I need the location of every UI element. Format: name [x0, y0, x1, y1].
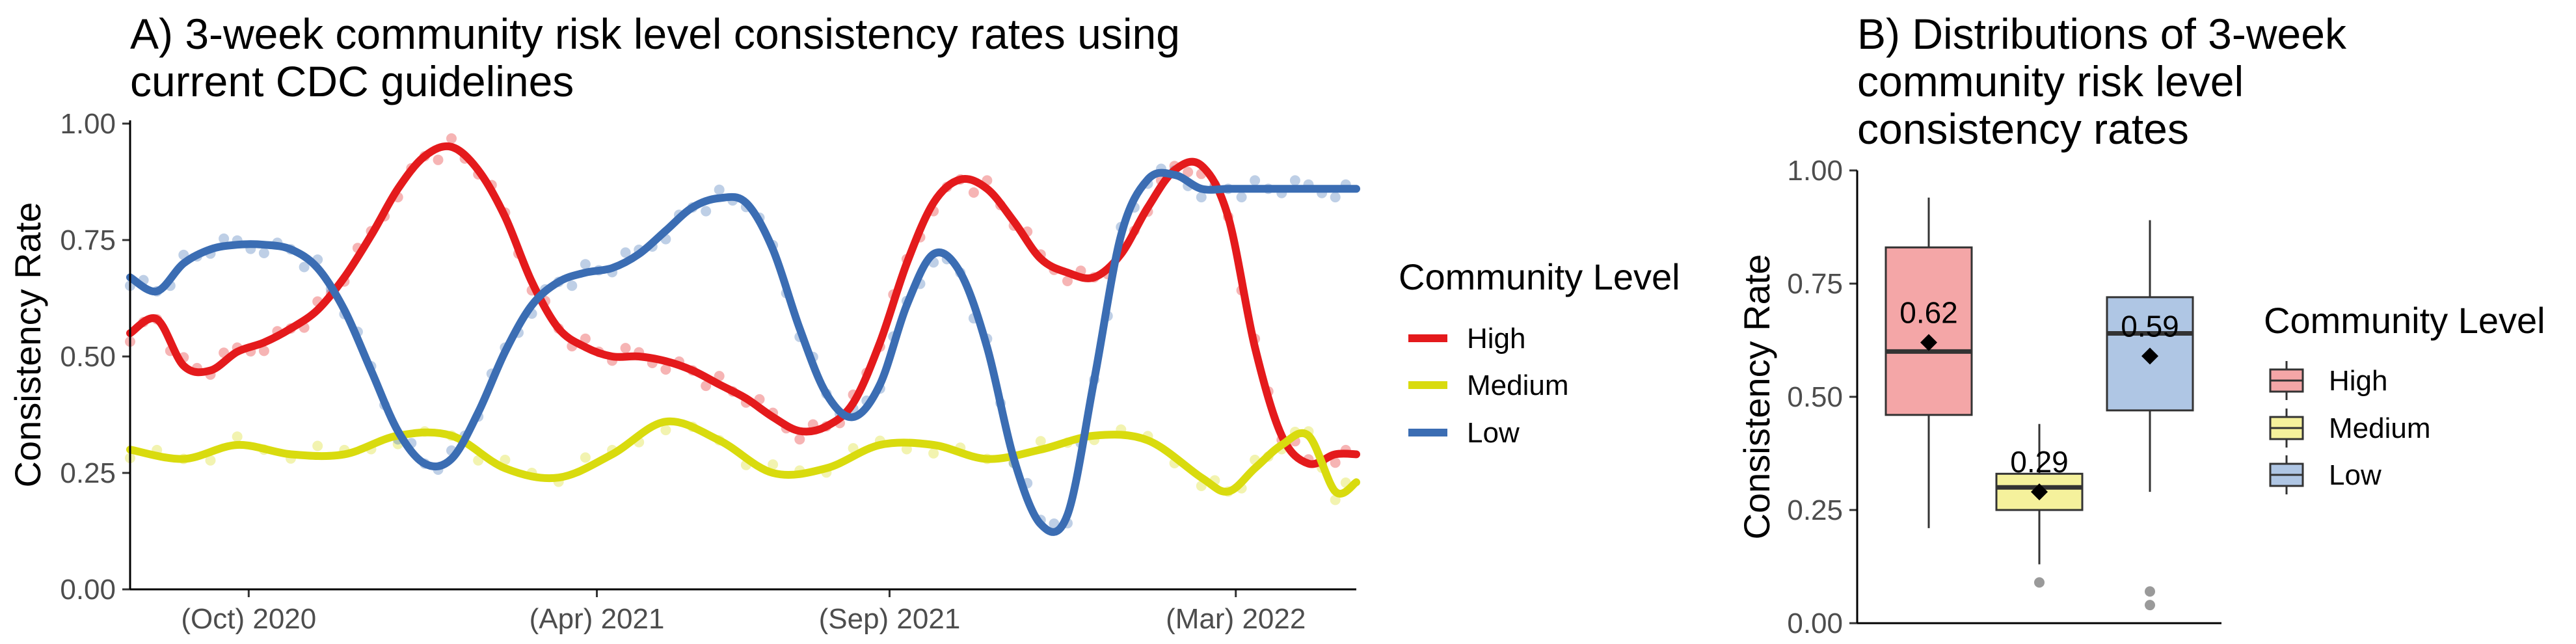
- panel-b-y-tick-label: 0.00: [1787, 608, 1843, 639]
- panel-a-legend-label-high: High: [1467, 323, 1526, 355]
- panel-a-point-low: [1289, 175, 1300, 186]
- panel-b-y-axis-title: Consistency Rate: [1736, 254, 1777, 540]
- panel-b-legend-item-low: Low: [2269, 455, 2381, 494]
- panel-a-point-medium: [768, 459, 779, 470]
- panel-b-box-group-low: 0.59: [2106, 220, 2194, 611]
- panel-b-y-tick-label: 0.75: [1787, 268, 1843, 300]
- panel-b-outlier-low: [2145, 586, 2155, 597]
- panel-a-point-medium: [580, 452, 591, 463]
- panel-a-y-tick-label: 0.00: [60, 574, 116, 606]
- panel-b-y-tick-label: 0.50: [1787, 381, 1843, 413]
- panel-a-x-tick-label: (Apr) 2021: [530, 603, 665, 635]
- panel-a-point-low: [1196, 192, 1207, 203]
- panel-b-box-group-high: 0.62: [1885, 197, 1973, 528]
- panel-a-y-tick-label: 0.50: [60, 341, 116, 373]
- panel-b-legend-label-medium: Medium: [2329, 412, 2431, 444]
- panel-a-point-medium: [232, 431, 243, 442]
- panel-a-point-low: [1236, 192, 1247, 203]
- panel-a-point-low: [219, 233, 230, 244]
- panel-b-legend-item-medium: Medium: [2269, 409, 2431, 448]
- panel-a-point-high: [1330, 457, 1341, 468]
- panel-a-y-axis-title: Consistency Rate: [7, 202, 48, 488]
- panel-a-line-low: [126, 168, 1360, 536]
- panel-b-legend-title: Community Level: [2264, 300, 2545, 341]
- panel-a-point-medium: [500, 455, 511, 465]
- panel-a-y-ticks: 0.00 0.25 0.50 0.75 1.00: [60, 108, 130, 606]
- panel-b-mean-label-medium: 0.29: [2010, 445, 2069, 479]
- panel-a-x-tick-label: (Mar) 2022: [1166, 603, 1306, 635]
- panel-a-point-high: [433, 154, 444, 165]
- panel-a-legend-label-low: Low: [1467, 417, 1520, 449]
- panel-b-outlier-medium: [2034, 577, 2045, 588]
- panel-a-line-medium: [126, 417, 1360, 498]
- panel-b-boxes: 0.62 0.29 0.59: [1885, 197, 2194, 611]
- panel-b: B) Distributions of 3-week community ris…: [1736, 10, 2545, 639]
- panel-a-y-tick-label: 1.00: [60, 108, 116, 140]
- panel-a-lines: [126, 142, 1360, 536]
- panel-a-point-low: [1250, 175, 1261, 186]
- panel-a-point-high: [968, 187, 979, 198]
- panel-b-legend-item-high: High: [2269, 361, 2388, 400]
- panel-b-mean-marker-medium: [2031, 483, 2048, 501]
- panel-b-mean-marker-high: [1920, 334, 1937, 351]
- panel-a-points: [125, 133, 1351, 529]
- panel-a-point-medium: [312, 440, 323, 451]
- panel-b-mean-marker-low: [2141, 347, 2158, 365]
- panel-a-legend-item-medium: Medium: [1408, 369, 1569, 401]
- panel-a-point-low: [1330, 192, 1341, 203]
- panel-a-point-medium: [205, 455, 216, 466]
- panel-a-point-high: [446, 133, 457, 144]
- panel-a-point-medium: [660, 425, 671, 436]
- panel-a-title-line-2: current CDC guidelines: [130, 57, 574, 105]
- panel-a-point-high: [1062, 276, 1073, 286]
- panel-b-y-ticks: 0.00 0.25 0.50 0.75 1.00: [1787, 155, 1857, 639]
- panel-b-mean-label-low: 0.59: [2121, 309, 2179, 343]
- panel-a-legend: Community Level High Medium Low: [1399, 256, 1680, 449]
- panel-a-point-low: [258, 248, 269, 258]
- panel-a: A) 3-week community risk level consisten…: [7, 10, 1680, 635]
- panel-b-legend: Community Level High Medium Low: [2264, 300, 2545, 494]
- panel-a-point-high: [701, 381, 712, 392]
- panel-a-legend-item-low: Low: [1408, 417, 1520, 449]
- panel-a-point-high: [660, 364, 671, 375]
- panel-a-point-low: [701, 206, 712, 217]
- panel-a-point-high: [1183, 167, 1194, 178]
- panel-a-point-low: [620, 247, 631, 258]
- panel-a-y-tick-label: 0.75: [60, 224, 116, 256]
- panel-a-point-low: [1049, 518, 1060, 529]
- panel-a-point-high: [258, 345, 269, 356]
- panel-b-box-high: [1885, 246, 1973, 416]
- panel-a-point-low: [580, 259, 591, 270]
- panel-b-y-tick-label: 1.00: [1787, 155, 1843, 187]
- panel-b-title-line-1: B) Distributions of 3-week: [1857, 10, 2347, 58]
- panel-a-point-medium: [928, 448, 939, 459]
- panel-b-title-line-2: community risk level: [1857, 57, 2244, 105]
- panel-a-x-tick-label: (Oct) 2020: [181, 603, 316, 635]
- panel-a-point-high: [794, 434, 805, 445]
- panel-a-point-high: [580, 333, 591, 344]
- panel-a-y-tick-label: 0.25: [60, 457, 116, 489]
- panel-a-x-tick-label: (Sep) 2021: [819, 603, 961, 635]
- panel-a-legend-title: Community Level: [1399, 256, 1680, 297]
- panel-a-point-high: [620, 343, 631, 354]
- panel-a-x-ticks: (Oct) 2020 (Apr) 2021 (Sep) 2021 (Mar) 2022: [181, 589, 1306, 635]
- panel-a-point-low: [299, 262, 310, 273]
- panel-b-y-tick-label: 0.25: [1787, 494, 1843, 526]
- panel-a-point-low: [714, 184, 725, 195]
- panel-a-point-low: [567, 280, 578, 291]
- panel-a-legend-label-medium: Medium: [1467, 369, 1569, 401]
- panel-a-title-line-1: A) 3-week community risk level consisten…: [130, 10, 1180, 58]
- panel-b-legend-label-low: Low: [2329, 459, 2381, 491]
- panel-a-line-high: [126, 142, 1360, 468]
- panel-b-title-line-3: consistency rates: [1857, 105, 2189, 153]
- panel-b-box-group-medium: 0.29: [1995, 423, 2084, 588]
- panel-a-legend-item-high: High: [1408, 323, 1526, 355]
- panel-a-point-medium: [1035, 436, 1046, 447]
- panel-b-legend-label-high: High: [2329, 365, 2388, 397]
- panel-b-mean-label-high: 0.62: [1899, 295, 1958, 329]
- panel-b-outlier-low: [2145, 600, 2155, 611]
